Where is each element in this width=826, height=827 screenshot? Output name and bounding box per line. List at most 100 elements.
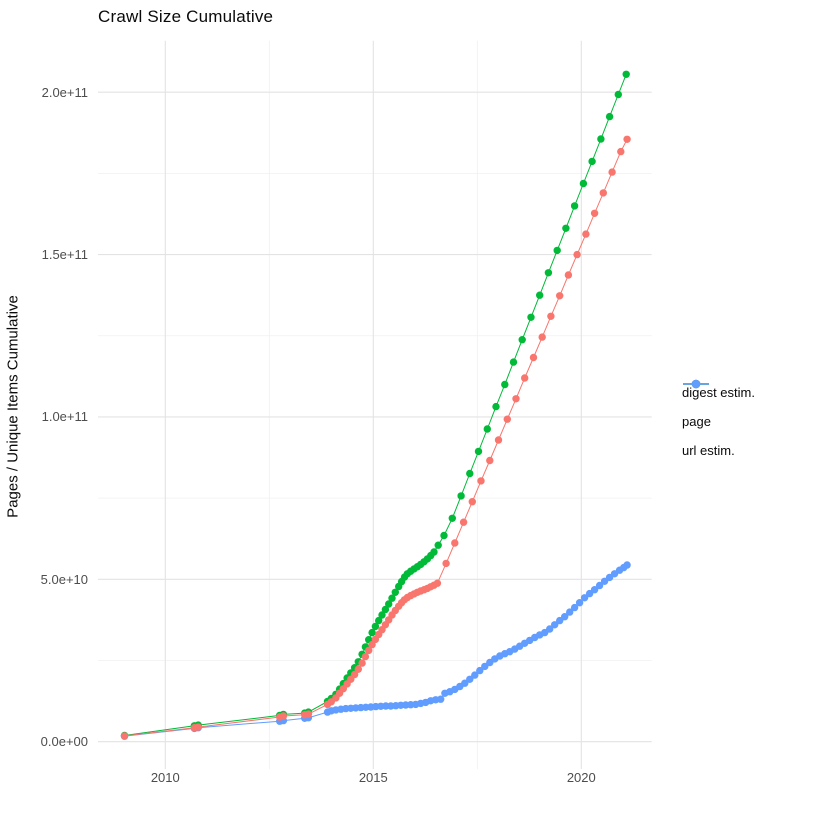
data-point (556, 292, 564, 300)
data-point (551, 621, 559, 629)
data-point (358, 659, 366, 667)
data-point (570, 202, 579, 210)
data-point (378, 611, 386, 619)
data-point (459, 518, 468, 526)
data-point (509, 358, 518, 366)
data-point (494, 436, 503, 444)
data-point (466, 469, 474, 478)
x-tick-label: 2020 (566, 770, 596, 785)
legend-entry-page: page (682, 379, 755, 436)
chart-title: Crawl Size Cumulative (98, 7, 274, 26)
data-point (590, 209, 599, 217)
data-point (595, 581, 604, 590)
x-tick-label: 2015 (358, 770, 388, 785)
data-point (546, 625, 554, 633)
series-line-digest-estim- (124, 139, 628, 737)
data-point (623, 561, 631, 569)
data-point (354, 665, 362, 673)
legend-label: url estim. (682, 443, 735, 458)
data-point (466, 675, 474, 683)
data-point (538, 333, 546, 341)
data-point (564, 271, 573, 279)
data-point (304, 710, 313, 718)
data-point (468, 498, 476, 506)
data-point (434, 541, 442, 549)
data-point (368, 628, 376, 637)
data-point (503, 415, 511, 423)
data-point (566, 608, 574, 616)
data-point (575, 599, 584, 607)
data-point (442, 559, 450, 568)
data-point (512, 395, 520, 403)
data-point (553, 246, 561, 255)
data-point (474, 447, 483, 456)
data-point (573, 250, 581, 259)
legend-key-icon (683, 379, 709, 389)
data-point (483, 425, 491, 433)
data-point (614, 90, 622, 99)
data-point (476, 666, 484, 675)
data-point (381, 605, 390, 614)
data-point (279, 712, 288, 720)
data-point (599, 189, 607, 197)
data-point (588, 157, 596, 166)
data-point (623, 135, 631, 143)
data-point (492, 402, 500, 411)
data-point (527, 313, 535, 321)
data-point (570, 603, 579, 612)
data-point (120, 732, 129, 740)
data-point (448, 514, 456, 522)
data-point (440, 531, 448, 540)
legend-label: page (682, 414, 711, 429)
data-point (486, 456, 494, 465)
data-point (391, 588, 399, 596)
data-point (536, 291, 544, 299)
y-tick-label: 5.0e+10 (40, 571, 88, 587)
data-point (582, 230, 590, 238)
y-tick-label: 1.0e+11 (41, 409, 88, 425)
data-point (518, 336, 526, 344)
data-point (451, 539, 459, 547)
data-point (529, 353, 538, 362)
y-tick-label: 2.0e+11 (41, 84, 88, 100)
data-point (194, 723, 202, 731)
data-point (430, 548, 438, 556)
data-point (461, 679, 469, 687)
data-point (562, 224, 570, 232)
data-point (579, 179, 588, 188)
data-point (433, 579, 442, 587)
data-point (580, 594, 589, 602)
y-tick-label: 0.0e+00 (40, 734, 88, 750)
data-point (547, 312, 555, 320)
data-point (361, 652, 370, 661)
data-point (561, 613, 569, 621)
data-point (388, 594, 396, 602)
data-point (471, 671, 479, 679)
data-point (585, 589, 594, 598)
data-point (597, 135, 605, 143)
data-point (622, 70, 630, 79)
data-point (617, 147, 625, 156)
legend-entry-url-estim-: url estim. (682, 379, 755, 465)
y-tick-label: 1.5e+11 (41, 247, 88, 263)
data-point (605, 112, 614, 121)
series-points-digest-estim- (120, 135, 631, 740)
data-point (590, 586, 599, 594)
x-tick-label: 2010 (150, 770, 180, 785)
data-point (481, 662, 489, 671)
data-point (600, 577, 609, 585)
data-point (365, 646, 373, 655)
data-point (608, 168, 616, 176)
data-point (501, 380, 509, 389)
data-point (556, 616, 564, 625)
data-point (437, 695, 445, 703)
series-points-url-estim- (120, 561, 631, 740)
data-point (544, 269, 553, 277)
data-point (477, 477, 485, 485)
series-line-url-estim- (124, 564, 628, 737)
data-point (385, 600, 393, 608)
data-point (521, 374, 529, 382)
legend-label: digest estim. (682, 385, 755, 400)
